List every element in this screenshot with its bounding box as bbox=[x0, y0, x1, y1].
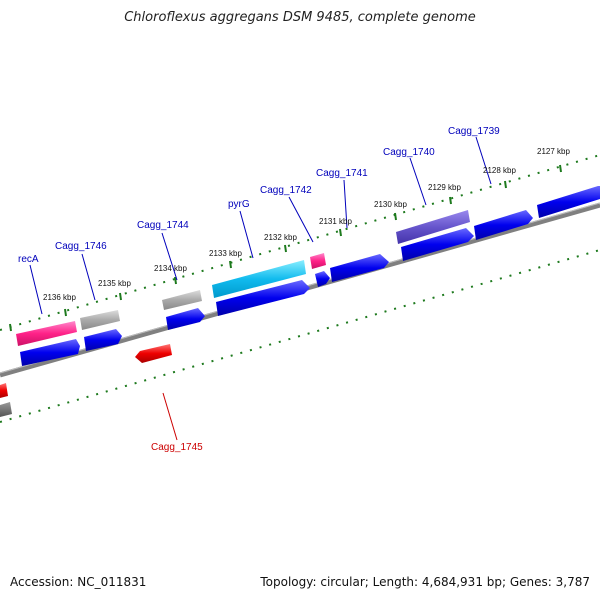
tick-label: 2128 kbp bbox=[483, 166, 516, 175]
gene-arrow-next[interactable] bbox=[537, 186, 600, 218]
gene-arrow-Cagg_1744[interactable] bbox=[166, 308, 205, 330]
gene-arrow-left-red[interactable] bbox=[0, 383, 8, 398]
tick-label: 2135 kbp bbox=[98, 279, 131, 288]
label-Cagg_1740[interactable]: Cagg_1740 bbox=[383, 147, 435, 158]
tick-label: 2130 kbp bbox=[374, 200, 407, 209]
forward-genes bbox=[20, 186, 600, 366]
feature-Cagg_1746[interactable] bbox=[80, 310, 120, 330]
genome-meta-text: Topology: circular; Length: 4,684,931 bp… bbox=[260, 575, 590, 589]
gene-arrow-Cagg_1746[interactable] bbox=[84, 329, 122, 351]
feature-pyrG[interactable] bbox=[212, 260, 306, 298]
label-Cagg_1745[interactable]: Cagg_1745 bbox=[151, 442, 203, 453]
gene-arrow-recA[interactable] bbox=[20, 339, 80, 366]
label-Cagg_1742[interactable]: Cagg_1742 bbox=[260, 185, 312, 196]
gene-arrow-Cagg_1740[interactable] bbox=[401, 228, 474, 261]
tick-label: 2129 kbp bbox=[428, 183, 461, 192]
gene-arrow-Cagg_1745[interactable] bbox=[135, 344, 172, 363]
tick-label: 2136 kbp bbox=[43, 293, 76, 302]
gene-arrow-Cagg_1741[interactable] bbox=[330, 254, 389, 282]
reverse-genes bbox=[0, 344, 172, 417]
accession-text: Accession: NC_011831 bbox=[10, 575, 147, 589]
label-recA[interactable]: recA bbox=[18, 254, 39, 265]
feature-Cagg_1742[interactable] bbox=[310, 253, 326, 269]
gene-arrow-left-dark[interactable] bbox=[0, 402, 12, 417]
outer-tick-ruler bbox=[0, 154, 600, 331]
label-Cagg_1741[interactable]: Cagg_1741 bbox=[316, 168, 368, 179]
feature-track bbox=[16, 210, 470, 346]
label-pyrG[interactable]: pyrG bbox=[228, 199, 250, 210]
label-leaders bbox=[29, 136, 492, 441]
gene-labels: recA Cagg_1746 Cagg_1744 pyrG Cagg_1742 … bbox=[18, 126, 500, 453]
major-ticks bbox=[9, 164, 562, 332]
map-title: Chloroflexus aggregans DSM 9485, complet… bbox=[124, 10, 476, 25]
feature-Cagg_1740[interactable] bbox=[396, 210, 470, 244]
label-Cagg_1744[interactable]: Cagg_1744 bbox=[137, 220, 189, 231]
tick-label: 2133 kbp bbox=[209, 249, 242, 258]
tick-label: 2127 kbp bbox=[537, 147, 570, 156]
label-Cagg_1746[interactable]: Cagg_1746 bbox=[55, 241, 107, 252]
gene-arrow-Cagg_1742[interactable] bbox=[315, 271, 330, 287]
gene-arrow-pyrG[interactable] bbox=[216, 280, 310, 316]
feature-Cagg_1744[interactable] bbox=[162, 290, 202, 310]
tick-label: 2131 kbp bbox=[319, 217, 352, 226]
gene-arrow-Cagg_1739[interactable] bbox=[474, 210, 533, 240]
tick-label: 2132 kbp bbox=[264, 233, 297, 242]
tick-label: 2134 kbp bbox=[154, 264, 187, 273]
tick-labels: 2136 kbp 2135 kbp 2134 kbp 2133 kbp 2132… bbox=[43, 147, 570, 302]
inner-tick-ruler bbox=[0, 249, 600, 423]
feature-recA[interactable] bbox=[16, 321, 77, 346]
label-Cagg_1739[interactable]: Cagg_1739 bbox=[448, 126, 500, 137]
